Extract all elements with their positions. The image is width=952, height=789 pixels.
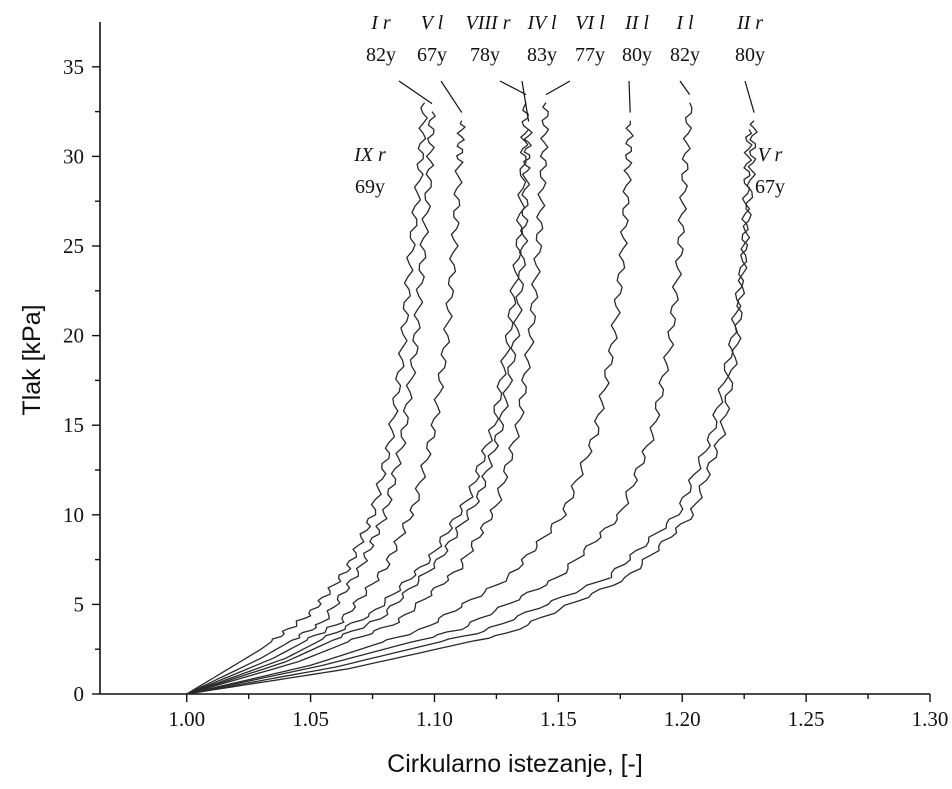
series-vi-l-line [186, 102, 550, 695]
leader-i-r [398, 80, 433, 105]
label-name-ix-r: IX r [353, 144, 386, 166]
label-age-i-l: 82y [670, 44, 700, 66]
x-axis-title: Cirkularno istezanje, [-] [387, 750, 643, 778]
leader-viii-r [499, 80, 527, 96]
x-tick-label: 1.30 [912, 707, 949, 731]
series-iv-l-line [186, 129, 533, 695]
label-age-vi-l: 77y [575, 44, 605, 66]
label-name-i-l: I l [675, 12, 694, 34]
series-ii-r-line [186, 120, 758, 695]
label-age-iv-l: 83y [527, 44, 557, 66]
label-name-ii-l: II l [624, 12, 649, 34]
series-i-r-line [186, 111, 436, 695]
y-tick-label: 15 [63, 413, 84, 437]
label-age-ii-r: 80y [735, 44, 765, 66]
axes [99, 22, 930, 695]
label-name-viii-r: VIII r [466, 12, 511, 34]
label-name-v-r: V r [758, 144, 783, 166]
leader-iv-l [521, 80, 530, 122]
series-i-l-line [186, 102, 693, 695]
y-tick-label: 30 [63, 144, 84, 168]
y-tick-label: 35 [63, 55, 84, 79]
label-name-vi-l: VI l [575, 12, 605, 34]
leader-i-l [679, 80, 691, 95]
series-viii-r-line [186, 102, 530, 695]
ticks: 1.00 1.05 1.10 1.15 1.20 1.25 1.30 0 5 10 15 20 25 30… [63, 55, 948, 731]
series-ii-l-line [186, 120, 634, 695]
leader-vi-l [545, 80, 571, 96]
x-tick-label: 1.10 [416, 707, 453, 731]
x-tick-label: 1.15 [540, 707, 577, 731]
series-v-l-line [186, 120, 466, 695]
label-name-iv-l: IV l [526, 12, 557, 34]
y-tick-label: 5 [74, 592, 85, 616]
leader-ii-l [628, 80, 631, 113]
series-v-r-line [186, 129, 753, 695]
label-name-i-r: I r [370, 12, 391, 34]
leader-ii-r [744, 80, 755, 113]
label-age-v-r: 67y [755, 176, 785, 198]
label-name-v-l: V l [421, 12, 444, 34]
label-age-i-r: 82y [366, 44, 396, 66]
y-axis-title: Tlak [kPa] [18, 304, 46, 415]
y-tick-label: 0 [74, 682, 85, 706]
label-leaders [398, 80, 755, 122]
x-tick-label: 1.05 [292, 707, 329, 731]
y-tick-label: 20 [63, 324, 84, 348]
x-tick-label: 1.20 [664, 707, 701, 731]
y-tick-label: 25 [63, 234, 84, 258]
x-tick-label: 1.00 [168, 707, 205, 731]
label-age-ix-r: 69y [355, 176, 385, 198]
label-age-ii-l: 80y [622, 44, 652, 66]
label-age-viii-r: 78y [470, 44, 500, 66]
curves [186, 102, 758, 695]
series-ix-r-line [186, 102, 428, 695]
leader-v-l [440, 80, 463, 113]
y-tick-label: 10 [63, 503, 84, 527]
specimen-labels: I r 82y V l 67y VIII r 78y IV l 83y VI l… [353, 12, 785, 198]
label-name-ii-r: II r [736, 12, 763, 34]
label-age-v-l: 67y [417, 44, 447, 66]
x-tick-label: 1.25 [788, 707, 825, 731]
